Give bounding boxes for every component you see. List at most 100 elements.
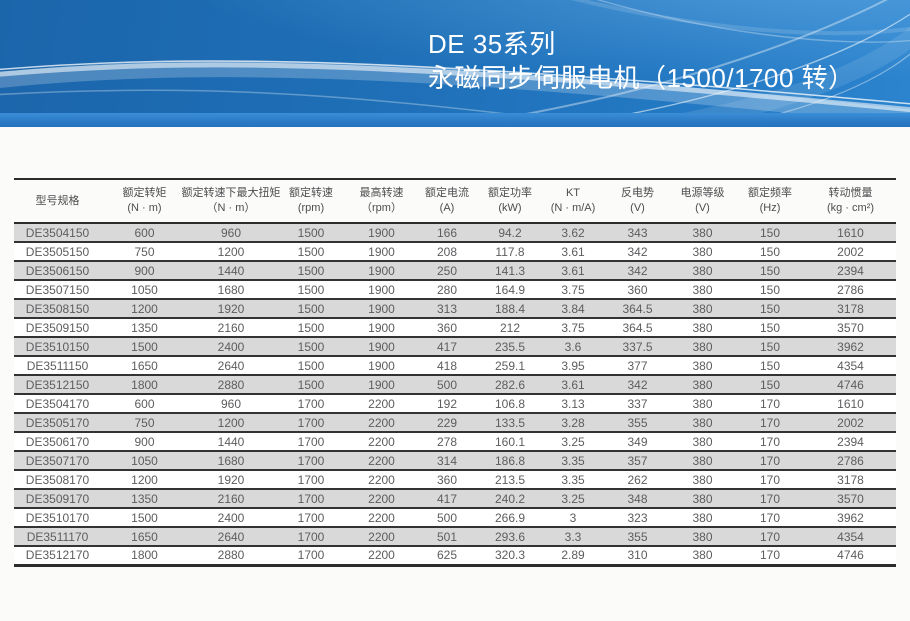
value-cell: 150 [759,282,781,297]
value-cell: 150 [759,320,781,335]
value-cell: 1050 [131,453,158,468]
value-cell: 349 [627,434,648,449]
table-row: DE3509150 1350 2160 1500 1900 360 212 3.75 364.5… [14,318,896,337]
value-cell: 380 [692,453,713,468]
value-cell: 3.75 [561,282,585,297]
value-cell: 170 [759,529,781,544]
value-cell: 1700 [297,396,325,411]
value-cell: 2786 [837,282,864,297]
value-cell: 3962 [837,339,864,354]
value-cell: 3.61 [561,377,585,392]
value-cell: 188.4 [494,301,526,316]
value-cell: 170 [759,396,781,411]
banner-bottom-strip [0,113,910,127]
value-cell: 133.5 [494,415,526,430]
table-row: DE3505170 750 1200 1700 2200 229 133.5 3.28 355 3… [14,413,896,432]
banner-background: DE 35系列 永磁同步伺服电机（1500/1700 转） [0,0,910,113]
value-cell: 313 [436,301,458,316]
value-cell: 380 [692,263,713,278]
value-cell: 2.89 [561,548,585,563]
value-cell: 235.5 [494,339,526,354]
value-cell: 1700 [297,472,325,487]
table-row: DE3506150 900 1440 1500 1900 250 141.3 3.61 342 3… [14,261,896,280]
value-cell: 1900 [368,225,395,240]
value-cell: 364.5 [622,301,653,316]
value-cell: 1700 [297,529,325,544]
value-cell: 3.13 [561,396,585,411]
value-cell: 500 [436,510,458,525]
value-cell: 323 [627,510,648,525]
value-cell: 600 [134,225,155,240]
column-label: 型号规格 [35,194,80,207]
column-header-11: 额定频率 (Hz) [735,179,805,224]
model-cell: DE3507170 [25,453,90,468]
value-cell: 2200 [368,415,395,430]
value-cell: 380 [692,396,713,411]
value-cell: 208 [436,244,458,259]
table-header: 型号规格 额定转矩 (N · m) 额定转速下最大扭矩 （N · m） 额定转速 (rpm)… [14,179,896,224]
value-cell: 2160 [217,491,245,506]
value-cell: 2400 [217,339,245,354]
value-cell: 4746 [837,377,864,392]
value-cell: 1920 [217,301,245,316]
value-cell: 1200 [217,415,245,430]
value-cell: 343 [627,225,648,240]
value-cell: 3.95 [561,358,585,373]
value-cell: 2786 [837,453,864,468]
table-header-row: 型号规格 额定转矩 (N · m) 额定转速下最大扭矩 （N · m） 额定转速 (rpm)… [14,179,896,224]
value-cell: 380 [692,377,713,392]
value-cell: 94.2 [498,225,522,240]
value-cell: 1610 [837,225,864,240]
table-row: DE3509170 1350 2160 1700 2200 417 240.2 3.25 348… [14,489,896,508]
value-cell: 357 [627,453,648,468]
value-cell: 3178 [837,301,864,316]
column-label: 额定频率 [748,187,792,199]
value-cell: 380 [692,301,713,316]
swoosh-decoration [0,0,910,113]
model-cell: DE3509150 [25,320,90,335]
table-row: DE3512150 1800 2880 1500 1900 500 282.6 3.61 342… [14,375,896,394]
column-label: 额定功率 [488,187,532,199]
table-row: DE3512170 1800 2880 1700 2200 625 320.3 2.89 310… [14,546,896,565]
value-cell: 380 [692,434,713,449]
value-cell: 170 [759,548,781,563]
value-cell: 2200 [368,491,395,506]
value-cell: 500 [436,377,458,392]
value-cell: 3 [569,510,577,525]
model-cell: DE3505170 [25,415,90,430]
value-cell: 106.8 [494,396,526,411]
column-unit: (N · m) [127,202,162,214]
value-cell: 355 [627,529,648,544]
value-cell: 240.2 [494,491,526,506]
column-unit: （rpm） [361,202,402,214]
value-cell: 3.84 [561,301,585,316]
value-cell: 380 [692,510,713,525]
column-header-8: KT (N · m/A) [541,179,605,224]
value-cell: 342 [627,244,648,259]
column-label: 电源等级 [680,187,725,199]
value-cell: 1900 [368,358,395,373]
value-cell: 170 [759,415,781,430]
value-cell: 4746 [837,548,864,563]
value-cell: 1900 [368,301,395,316]
value-cell: 320.3 [494,548,526,563]
value-cell: 1920 [217,472,245,487]
value-cell: 3962 [837,510,864,525]
model-cell: DE3507150 [25,282,90,297]
value-cell: 1350 [131,491,158,506]
table-row: DE3511170 1650 2640 1700 2200 501 293.6 3.3 355 3… [14,527,896,546]
value-cell: 1610 [837,396,864,411]
value-cell: 150 [759,339,781,354]
value-cell: 2002 [837,415,864,430]
value-cell: 380 [692,548,713,563]
column-unit: （N · m） [206,202,256,214]
value-cell: 364.5 [622,320,653,335]
value-cell: 3178 [837,472,864,487]
value-cell: 2160 [217,320,245,335]
value-cell: 380 [692,320,713,335]
value-cell: 1900 [368,339,395,354]
value-cell: 278 [436,434,458,449]
value-cell: 186.8 [494,453,526,468]
value-cell: 293.6 [494,529,526,544]
model-cell: DE3510170 [25,510,90,525]
